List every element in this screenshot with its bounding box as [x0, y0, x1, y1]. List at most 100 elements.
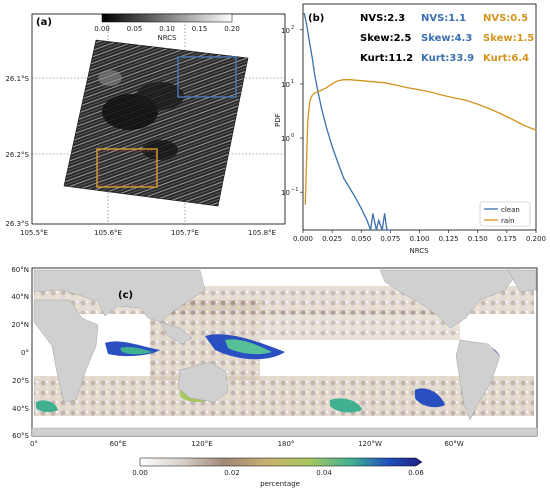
panel-c-lat-ticks: 60°N 40°N 20°N 0° 20°S 40°S 60°S — [11, 266, 29, 440]
colorbar-tick: 0.00 — [94, 25, 110, 33]
data-point-clean — [381, 229, 383, 231]
lat-tick: 0° — [21, 349, 29, 357]
data-point-rain — [488, 108, 490, 110]
y-tick-exponent: 1 — [291, 79, 294, 85]
lon-tick: 105.8°E — [248, 229, 276, 237]
australia — [177, 361, 229, 403]
data-point-clean — [360, 207, 362, 210]
panel-a-lat-ticks: 26.1°S 26.2°S 26.3°S — [5, 75, 29, 228]
data-point-clean — [354, 196, 357, 199]
stat-skew-rain: Skew:1.5 — [483, 33, 534, 44]
panel-a-lon-ticks: 105.5°E 105.6°E 105.7°E 105.8°E — [20, 229, 276, 237]
lon-tick: 120°E — [191, 440, 212, 448]
x-tick-label: 0.175 — [497, 235, 517, 243]
south-america — [455, 339, 501, 421]
y-tick-exponent: 0 — [291, 133, 294, 139]
lon-tick: 105.7°E — [171, 229, 199, 237]
data-point-rain — [523, 124, 525, 127]
panel-c: (c) 60°N 40°N 20°N 0° 20°S 40°S 60°S 0° … — [11, 266, 538, 488]
lon-tick: 105.6°E — [94, 229, 122, 237]
lon-tick: 60°W — [444, 440, 463, 448]
data-point-clean — [349, 187, 351, 189]
lon-tick: 105.5°E — [20, 229, 48, 237]
data-point-rain — [311, 94, 313, 96]
data-point-clean — [343, 177, 345, 179]
data-point-clean — [325, 126, 327, 128]
lon-tick: 0° — [30, 440, 38, 448]
data-point-rain — [304, 203, 306, 205]
panel-a: 0.00 0.05 0.10 0.15 0.20 NRCS (a) 26.1°S… — [5, 13, 286, 237]
data-point-rain — [309, 99, 311, 101]
data-point-rain — [349, 79, 351, 81]
data-point-clean — [337, 162, 339, 164]
stat-skew-clean: Skew:4.3 — [421, 33, 472, 44]
lat-tick: 60°S — [12, 432, 29, 440]
data-point-rain — [331, 83, 333, 85]
data-point-rain — [343, 79, 345, 81]
y-tick-label: 10 — [281, 27, 290, 35]
colorbar-tick: 0.05 — [127, 25, 143, 33]
colorbar-tick: 0.10 — [159, 25, 175, 33]
x-tick-label: 0.050 — [351, 235, 371, 243]
sar-image — [63, 39, 249, 207]
data-point-rain — [465, 99, 467, 101]
panel-b: 0.000 0.025 0.050 0.075 0.100 0.125 0.150 0.175… — [274, 3, 546, 255]
data-point-clean — [375, 229, 377, 231]
panel-c-colorbar-label: percentage — [260, 480, 300, 488]
data-point-rain — [383, 82, 386, 84]
y-tick-label: 10 — [281, 81, 290, 89]
north-america — [379, 269, 521, 329]
clean-box — [177, 56, 237, 98]
data-point-clean — [321, 108, 323, 110]
lat-tick: 60°N — [11, 266, 29, 274]
panel-b-stats: NVS:2.3 NVS:1.1 NVS:0.5 Skew:2.5 Skew:4.… — [360, 13, 534, 64]
data-point-clean — [369, 229, 372, 231]
lat-tick: 20°N — [11, 321, 29, 329]
data-point-rain — [477, 103, 479, 105]
data-point-clean — [331, 145, 333, 148]
data-point-rain — [453, 97, 456, 99]
panel-b-xlabel: NRCS — [409, 247, 429, 255]
panel-c-colorbar — [139, 457, 423, 467]
data-point-rain — [430, 91, 432, 93]
y-tick-label: 10 — [281, 135, 290, 143]
colorbar-tick: 0.04 — [316, 469, 332, 477]
data-point-clean — [386, 229, 388, 231]
x-tick-label: 0.125 — [439, 235, 459, 243]
legend-clean-label: clean — [501, 206, 520, 214]
colorbar-tick: 0.15 — [192, 25, 208, 33]
data-point-clean — [372, 213, 374, 215]
stat-kurt-rain: Kurt:6.4 — [483, 53, 529, 64]
x-tick-label: 0.000 — [293, 235, 313, 243]
se-asia — [159, 321, 193, 345]
stat-nvs-rain: NVS:0.5 — [483, 13, 528, 24]
data-point-clean — [305, 23, 308, 25]
data-point-clean — [303, 12, 305, 15]
data-point-clean — [366, 219, 368, 222]
lon-tick: 60°E — [110, 440, 127, 448]
data-point-clean — [378, 219, 380, 222]
x-tick-label: 0.100 — [409, 235, 429, 243]
land-masses — [31, 269, 538, 437]
data-point-rain — [512, 118, 514, 121]
data-point-rain — [407, 87, 409, 89]
stat-nvs-clean: NVS:1.1 — [421, 13, 466, 24]
data-point-rain — [337, 80, 339, 82]
panel-a-colorbar-ticks: 0.00 0.05 0.10 0.15 0.20 — [94, 25, 240, 33]
colorbar-tick: 0.06 — [408, 469, 424, 477]
data-point-clean — [308, 37, 310, 39]
data-point-clean — [311, 57, 313, 59]
lat-tick: 40°N — [11, 293, 29, 301]
panel-a-colorbar — [101, 13, 233, 23]
lat-tick: 26.1°S — [5, 75, 29, 83]
data-point-clean — [314, 73, 316, 76]
x-tick-label: 0.200 — [526, 235, 546, 243]
stat-kurt-clean: Kurt:33.9 — [421, 53, 474, 64]
panel-b-marks: 0.000 0.025 0.050 0.075 0.100 0.125 0.150 0.175… — [281, 12, 546, 243]
panel-c-label: (c) — [118, 290, 133, 301]
data-point-clean — [389, 229, 391, 231]
panel-c-lon-ticks: 0° 60°E 120°E 180° 120°W 60°W — [30, 440, 464, 448]
data-point-rain — [372, 81, 374, 83]
data-point-rain — [500, 113, 502, 115]
panel-b-frame — [302, 3, 537, 231]
